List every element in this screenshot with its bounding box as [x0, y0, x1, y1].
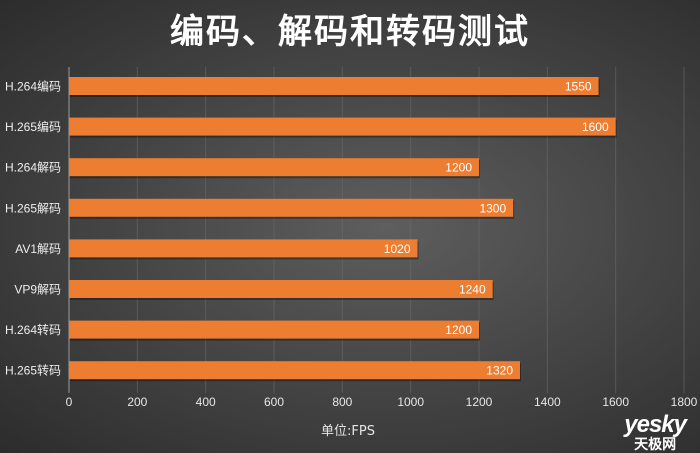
x-tick-label: 0	[66, 395, 73, 409]
x-tick-label: 1200	[466, 395, 493, 409]
bar	[69, 320, 479, 339]
data-label: 1200	[445, 161, 472, 175]
bar	[69, 158, 479, 177]
logo-line2: 天极网	[634, 436, 677, 452]
x-tick-label: 1400	[534, 395, 561, 409]
x-tick-label: 800	[332, 395, 352, 409]
category-label: AV1解码	[15, 242, 61, 256]
data-label: 1550	[565, 80, 592, 94]
logo-line1: yesky	[624, 411, 687, 438]
data-label: 1320	[486, 364, 513, 378]
x-tick-label: 400	[196, 395, 216, 409]
category-label: H.264编码	[5, 79, 61, 94]
category-label: H.265转码	[5, 363, 61, 378]
x-tick-label: 1600	[602, 395, 629, 409]
x-tick-label: 1000	[397, 395, 424, 409]
category-label: VP9解码	[14, 283, 61, 297]
data-label: 1240	[459, 283, 486, 297]
x-tick-label: 1800	[671, 395, 698, 409]
data-label: 1020	[384, 242, 411, 256]
data-label: 1600	[582, 120, 609, 134]
category-label: H.264解码	[5, 161, 61, 175]
x-axis-label: 单位:FPS	[321, 424, 375, 439]
category-label: H.265解码	[5, 201, 61, 215]
bar	[69, 77, 599, 95]
yesky-logo: yesky 天极网	[624, 411, 687, 452]
bar	[69, 198, 514, 217]
data-label: 1200	[445, 323, 472, 337]
bar	[69, 117, 616, 136]
category-label: H.265编码	[5, 119, 61, 134]
bar	[69, 280, 493, 298]
bar	[69, 239, 418, 258]
x-tick-label: 200	[127, 395, 147, 409]
chart-title: 编码、解码和转码测试	[170, 12, 530, 52]
x-tick-label: 600	[264, 395, 284, 409]
category-label: H.264转码	[5, 322, 61, 337]
data-label: 1300	[479, 201, 506, 215]
bar	[69, 361, 520, 380]
